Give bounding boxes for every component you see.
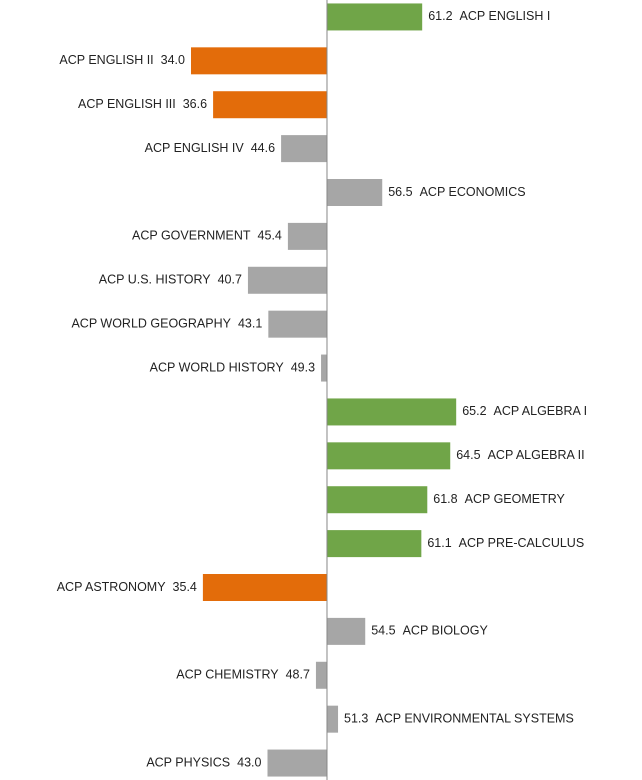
category-label: ACP CHEMISTRY [176, 668, 279, 682]
category-label: ACP ENVIRONMENTAL SYSTEMS [375, 711, 573, 725]
category-label: ACP BIOLOGY [403, 624, 489, 638]
bar [326, 3, 423, 31]
category-label: ACP ENGLISH II [59, 53, 153, 67]
bar [190, 47, 327, 75]
category-label: ACP PHYSICS [146, 755, 230, 769]
value-label: 35.4 [173, 580, 197, 594]
bar [326, 442, 451, 470]
bar [247, 266, 327, 294]
value-label: 64.5 [456, 448, 480, 462]
value-label: 56.5 [388, 185, 412, 199]
value-label: 48.7 [286, 668, 310, 682]
value-label: 44.6 [251, 141, 275, 155]
bar [202, 574, 327, 601]
bar [321, 354, 327, 382]
bar [326, 398, 457, 426]
category-label: ACP ENGLISH III [78, 97, 176, 111]
bar [326, 179, 383, 206]
value-label: 49.3 [291, 360, 315, 374]
bar [267, 749, 327, 777]
category-label: ACP ASTRONOMY [57, 580, 166, 594]
category-label: ACP ALGEBRA II [488, 448, 585, 462]
value-label: 51.3 [344, 711, 368, 725]
value-label: 43.1 [238, 316, 262, 330]
bar [326, 486, 428, 514]
value-label: 43.0 [237, 755, 261, 769]
category-label: ACP U.S. HISTORY [99, 273, 212, 287]
category-label: ACP ALGEBRA I [494, 404, 588, 418]
category-label: ACP WORLD HISTORY [150, 360, 285, 374]
bar [213, 91, 327, 119]
value-label: 61.2 [428, 9, 452, 23]
value-label: 45.4 [258, 229, 282, 243]
bar [326, 530, 422, 558]
bar [268, 310, 327, 338]
value-label: 36.6 [183, 97, 207, 111]
value-label: 40.7 [218, 273, 242, 287]
bar [281, 135, 327, 163]
category-label: ACP ECONOMICS [420, 185, 526, 199]
bar [326, 705, 339, 733]
category-label: ACP ENGLISH I [460, 9, 551, 23]
bar [315, 661, 327, 689]
category-label: ACP GOVERNMENT [132, 229, 251, 243]
value-label: 61.1 [427, 536, 451, 550]
category-label: ACP PRE-CALCULUS [459, 536, 585, 550]
category-label: ACP WORLD GEOGRAPHY [71, 316, 231, 330]
category-label: ACP GEOMETRY [465, 492, 566, 506]
value-label: 65.2 [462, 404, 486, 418]
value-label: 61.8 [433, 492, 457, 506]
bar [326, 617, 366, 645]
bar [287, 222, 327, 250]
value-label: 54.5 [371, 624, 395, 638]
value-label: 34.0 [161, 53, 185, 67]
category-label: ACP ENGLISH IV [145, 141, 245, 155]
